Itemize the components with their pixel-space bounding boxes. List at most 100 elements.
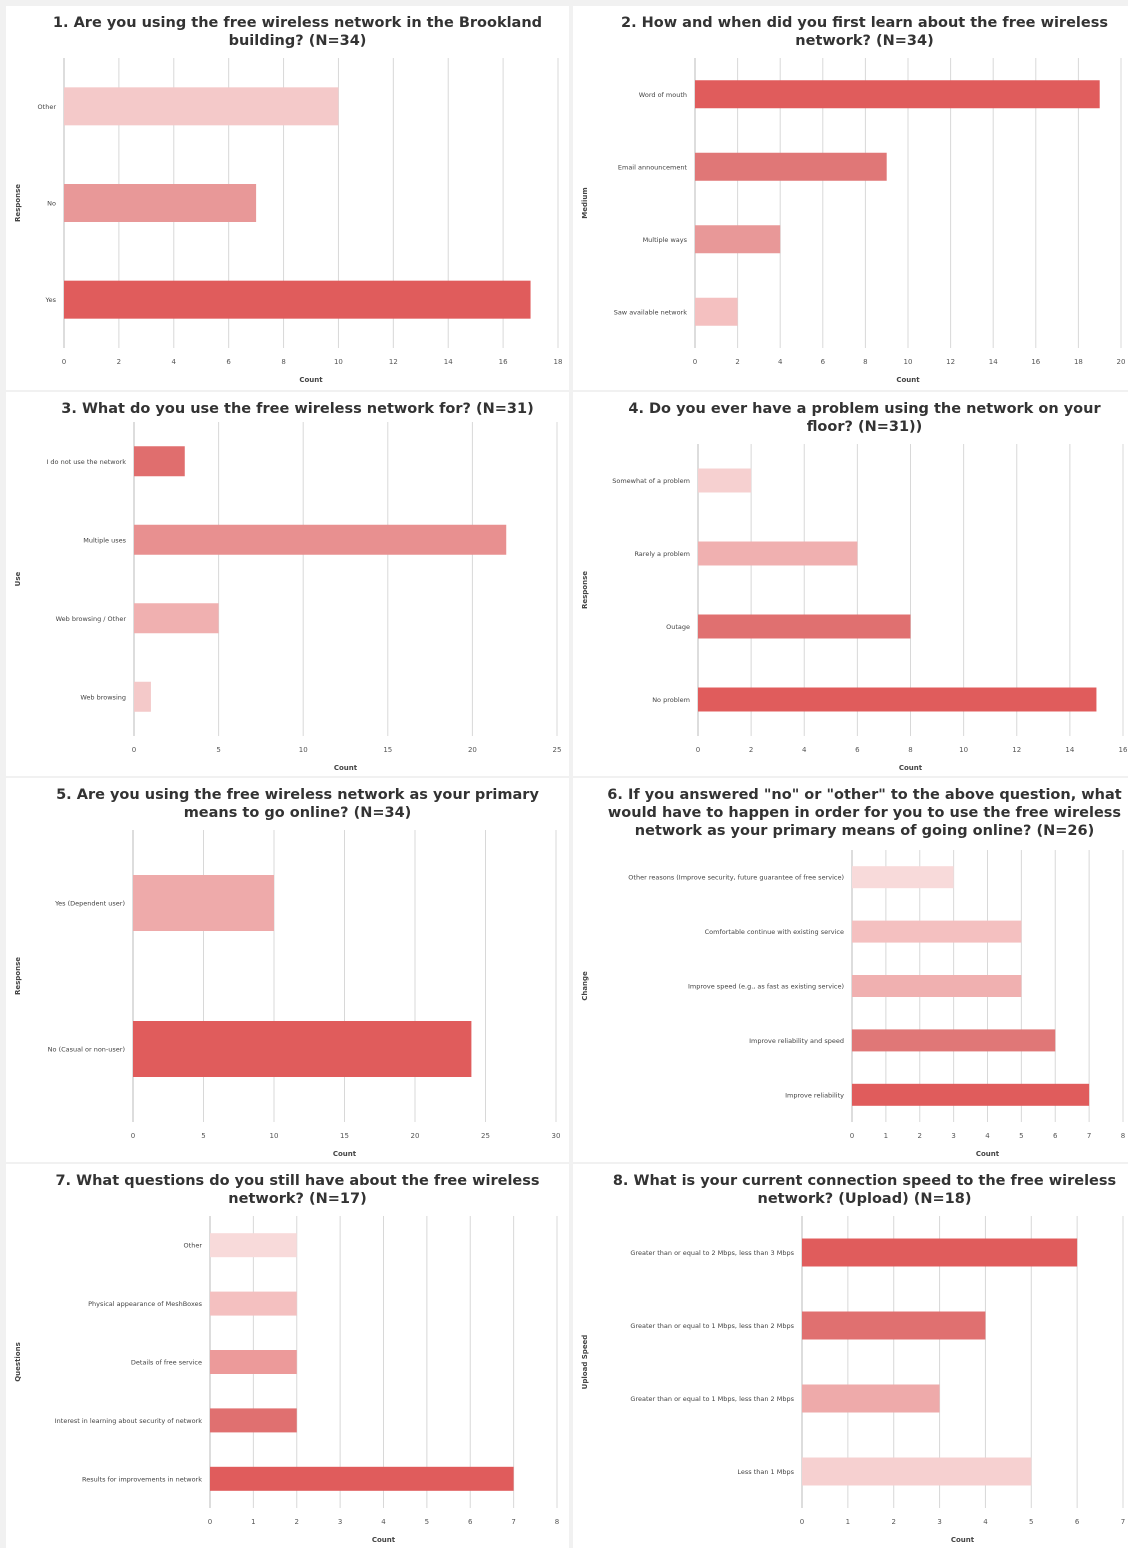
chart-svg: 0 5 10 15 20 25 30 Yes (Dependent user) No (Casu…	[14, 830, 560, 1158]
bar	[852, 1083, 1090, 1106]
x-tick-label: 5	[1029, 1518, 1033, 1526]
chart-panel-5: 5. Are you using the free wireless netwo…	[6, 778, 569, 1162]
x-tick-label: 0	[132, 746, 136, 754]
category-label: Interest in learning about security of n…	[55, 1417, 202, 1425]
x-tick-label: 4	[802, 746, 807, 754]
x-tick-label: 8	[863, 358, 867, 366]
x-tick-label: 6	[226, 358, 231, 366]
bar	[210, 1408, 297, 1433]
bar	[133, 875, 274, 931]
x-tick-label: 1	[884, 1132, 888, 1140]
bar	[134, 603, 219, 634]
x-tick-label: 5	[1019, 1132, 1023, 1140]
chart-title: 8. What is your current connection speed…	[612, 1173, 1117, 1207]
x-tick-label: 12	[946, 358, 955, 366]
x-tick-label: 4	[172, 358, 177, 366]
x-tick-label: 10	[299, 746, 308, 754]
x-tick-label: 15	[383, 746, 392, 754]
category-label: Multiple ways	[643, 236, 688, 244]
x-tick-label: 4	[983, 1518, 988, 1526]
x-tick-label: 8	[908, 746, 912, 754]
x-axis-label: Count	[299, 376, 323, 384]
category-label: Rarely a problem	[634, 550, 690, 558]
bar	[64, 280, 531, 319]
y-axis-label: Response	[14, 957, 22, 995]
x-tick-label: 6	[855, 746, 860, 754]
category-label: Improve reliability	[785, 1091, 844, 1099]
category-label: No	[47, 200, 56, 208]
chart-panel-8: 8. What is your current connection speed…	[573, 1164, 1128, 1548]
chart-svg: 0 1 2 3 4 5 6 7 8 Other reasons (Improve security…	[581, 850, 1125, 1158]
y-axis-label: Questions	[14, 1342, 22, 1382]
bar	[802, 1384, 940, 1413]
chart-title: 6. If you answered "no" or "other" to th…	[607, 787, 1122, 839]
chart-panel-2: 2. How and when did you first learn abou…	[573, 6, 1128, 390]
x-tick-label: 1	[251, 1518, 255, 1526]
category-label: Greater than or equal to 2 Mbps, less th…	[630, 1249, 794, 1257]
x-tick-label: 6	[468, 1518, 473, 1526]
x-tick-label: 8	[1121, 1132, 1125, 1140]
chart-panel-6: 6. If you answered "no" or "other" to th…	[573, 778, 1128, 1162]
chart-panel-4: 4. Do you ever have a problem using the …	[573, 392, 1128, 776]
x-tick-label: 18	[1074, 358, 1083, 366]
category-label: Email announcement	[618, 163, 688, 171]
category-label: Yes (Dependent user)	[54, 900, 125, 908]
bar	[802, 1238, 1078, 1267]
x-tick-label: 0	[62, 358, 66, 366]
chart-title: 4. Do you ever have a problem using the …	[628, 401, 1101, 435]
chart-svg: 0 2 4 6 8 10 12 14 16 Somewhat of a problem Rarely…	[581, 444, 1128, 772]
y-axis-label: Medium	[581, 187, 589, 218]
x-tick-label: 10	[270, 1132, 279, 1140]
bar	[64, 87, 339, 126]
category-label: Details of free service	[131, 1359, 202, 1367]
category-label: Other	[38, 103, 57, 111]
x-tick-label: 20	[468, 746, 477, 754]
x-tick-label: 5	[216, 746, 220, 754]
x-tick-label: 12	[389, 358, 398, 366]
bar	[210, 1291, 297, 1316]
bar	[802, 1311, 986, 1340]
x-tick-label: 8	[281, 358, 285, 366]
x-tick-label: 10	[904, 358, 913, 366]
y-axis-label: Use	[14, 571, 22, 586]
chart-title: 7. What questions do you still have abou…	[55, 1173, 540, 1207]
category-label: Greater than or equal to 1 Mbps, less th…	[630, 1395, 794, 1403]
x-tick-label: 7	[511, 1518, 515, 1526]
x-tick-label: 2	[117, 358, 121, 366]
x-tick-label: 25	[481, 1132, 490, 1140]
category-label: Comfortable continue with existing servi…	[705, 928, 844, 936]
category-label: No problem	[652, 696, 690, 704]
x-tick-label: 14	[989, 358, 998, 366]
y-axis-label: Response	[14, 184, 22, 222]
x-tick-label: 18	[554, 358, 563, 366]
bar	[695, 80, 1100, 109]
x-tick-label: 16	[499, 358, 508, 366]
x-tick-label: 6	[821, 358, 826, 366]
category-label: Results for improvements in network	[82, 1475, 202, 1483]
bar	[134, 446, 185, 477]
x-tick-label: 0	[850, 1132, 854, 1140]
x-axis-label: Count	[951, 1536, 975, 1544]
category-label: I do not use the network	[46, 458, 126, 466]
chart-svg: 0 2 4 6 8 10 12 14 16 18 Other No Yes Count Response	[14, 58, 563, 384]
chart-title: 1. Are you using the free wireless netwo…	[52, 15, 543, 49]
category-label: Saw available network	[614, 308, 688, 316]
category-label: Other reasons (Improve security, future …	[628, 874, 844, 882]
category-label: Outage	[666, 623, 690, 631]
bar	[698, 541, 858, 566]
category-label: Web browsing / Other	[56, 615, 127, 623]
x-tick-label: 7	[1121, 1518, 1125, 1526]
bar	[698, 687, 1097, 712]
chart-panel-7: 7. What questions do you still have abou…	[6, 1164, 569, 1548]
x-axis-label: Count	[333, 1150, 357, 1158]
chart-title: 5. Are you using the free wireless netwo…	[56, 787, 539, 821]
chart-panel-1: 1. Are you using the free wireless netwo…	[6, 6, 569, 390]
bar	[210, 1350, 297, 1374]
bar	[64, 184, 257, 222]
x-tick-label: 4	[985, 1132, 990, 1140]
x-tick-label: 14	[1065, 746, 1074, 754]
x-tick-label: 12	[1012, 746, 1021, 754]
x-tick-label: 4	[381, 1518, 386, 1526]
x-tick-label: 0	[696, 746, 700, 754]
x-tick-label: 0	[693, 358, 697, 366]
